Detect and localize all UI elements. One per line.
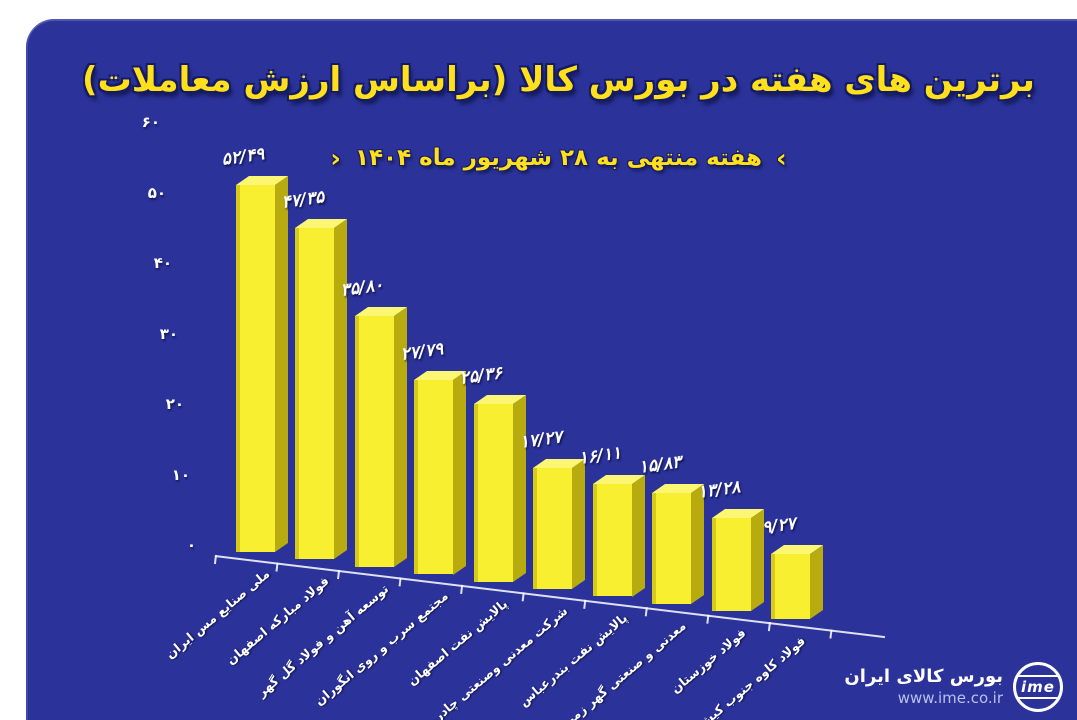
y-tick-label: ۰	[186, 536, 196, 554]
bar-side-face	[453, 370, 466, 575]
axis-tick	[829, 629, 833, 639]
brand-url: www.ime.co.ir	[897, 688, 1003, 707]
bar-side-face	[572, 459, 585, 589]
y-tick-label: ۶۰	[141, 113, 160, 131]
category-label: معدنی و صنعتی گهر زمین	[556, 617, 690, 720]
ime-logo-icon: ime	[1013, 662, 1063, 712]
y-tick-label: ۱۰	[171, 465, 190, 484]
category-label: توسعه آهن و فولاد گل گهر	[254, 580, 392, 700]
bar	[414, 379, 453, 575]
bar	[711, 518, 751, 612]
axis-tick	[644, 607, 648, 617]
bar	[771, 553, 810, 619]
y-tick-label: ۵۰	[147, 183, 166, 202]
bar	[652, 492, 691, 604]
bar	[235, 184, 275, 552]
category-label: مجتمع سرب و روی انگوران	[311, 588, 452, 709]
axis-tick	[583, 599, 587, 609]
y-tick-label: ۳۰	[159, 324, 178, 343]
brand-name: بورس کالای ایران	[844, 666, 1003, 688]
category-label: فولاد کاوه جنوب کیش	[693, 632, 809, 720]
bar-side-face	[512, 395, 526, 582]
chart-title: برترین های هفته در بورس کالا (براساس ارز…	[82, 60, 1035, 100]
bar-value-label: ۵۲/۴۹	[220, 143, 266, 170]
bar-side-face	[334, 218, 347, 560]
left-chevron-icon: ›	[330, 144, 341, 174]
bar	[533, 468, 572, 589]
axis-tick	[398, 577, 402, 587]
footer-brand: بورس کالای ایران www.ime.co.ir ime	[844, 662, 1063, 712]
chart-panel	[26, 19, 1077, 720]
bar-side-face	[274, 175, 288, 552]
bar	[592, 483, 632, 597]
y-tick-label: ۴۰	[153, 254, 172, 272]
bar-value-label: ۱۳/۲۸	[696, 477, 742, 504]
axis-tick	[767, 622, 771, 632]
bar-side-face	[631, 474, 645, 597]
axis-tick	[521, 592, 525, 602]
axis-tick	[337, 569, 341, 580]
axis-tick	[275, 562, 279, 572]
axis-tick	[213, 555, 217, 565]
chart-subtitle: › هفته منتهی به ۲۸ شهریور ماه ۱۴۰۴ ‹	[40, 144, 1077, 174]
axis-tick	[460, 584, 464, 594]
bar-side-face	[810, 544, 823, 619]
bar	[295, 227, 334, 560]
subtitle-text: هفته منتهی به ۲۸ شهریور ماه ۱۴۰۴	[354, 145, 763, 171]
bar	[473, 404, 513, 582]
ime-logo-text: ime	[1017, 675, 1059, 699]
y-tick-label: ۲۰	[165, 395, 184, 413]
brand-text: بورس کالای ایران www.ime.co.ir	[844, 666, 1003, 707]
bar	[354, 316, 394, 567]
right-chevron-icon: ‹	[776, 144, 787, 174]
axis-tick	[706, 614, 710, 624]
bar-value-label: ۲۵/۳۶	[458, 363, 504, 389]
